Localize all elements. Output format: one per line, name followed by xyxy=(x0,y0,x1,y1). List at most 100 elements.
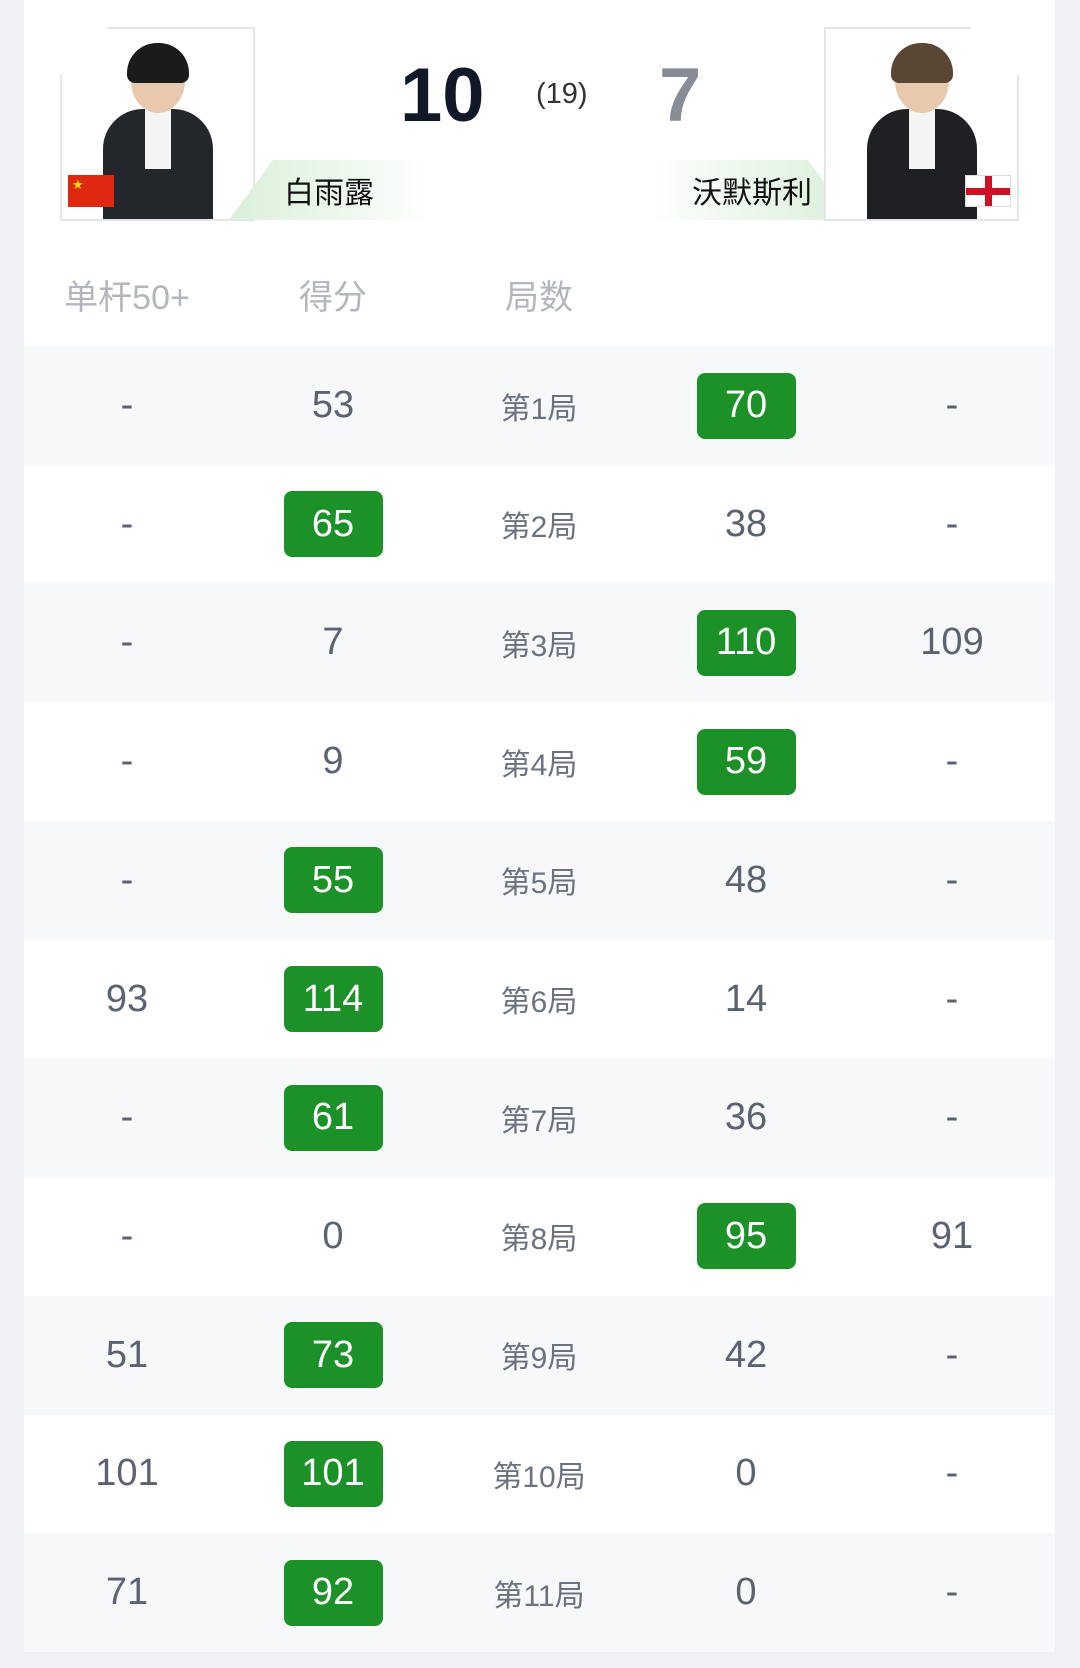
player2-name[interactable]: 沃默斯利 xyxy=(652,160,852,220)
table-row[interactable]: - 65 第2局 38 - xyxy=(24,465,1055,584)
winner-score-badge: 59 xyxy=(696,728,796,795)
frame-label: 第2局 xyxy=(459,465,619,584)
p2-score: 0 xyxy=(666,1414,826,1533)
winner-score-badge: 65 xyxy=(283,491,383,558)
p2-score: 48 xyxy=(666,821,826,940)
table-row[interactable]: - 53 第1局 70 - xyxy=(24,346,1055,465)
p2-break: - xyxy=(872,1296,1032,1415)
frame-label-value: 第7局 xyxy=(500,1104,578,1138)
p2-break: 109 xyxy=(872,583,1032,702)
p2-break: - xyxy=(872,1414,1032,1533)
frame-label-value: 第10局 xyxy=(492,1460,586,1494)
p1-break-value: 71 xyxy=(105,1571,149,1613)
player1-score: 10 xyxy=(400,53,485,138)
winner-score-badge: 55 xyxy=(283,847,383,914)
p2-score-value: 0 xyxy=(735,1452,757,1495)
player2-photo[interactable] xyxy=(824,27,1019,221)
player2-score: 7 xyxy=(659,53,702,138)
table-row[interactable]: 51 73 第9局 42 - xyxy=(24,1295,1055,1415)
p1-break: - xyxy=(47,465,207,584)
p2-break-value: - xyxy=(945,1333,959,1376)
winner-score-badge: 95 xyxy=(696,1203,796,1270)
p1-break-value: 101 xyxy=(95,1452,159,1495)
p1-score: 61 xyxy=(253,1058,413,1177)
frame-label-value: 第5局 xyxy=(500,867,578,901)
frame-label-value: 第3局 xyxy=(500,629,578,663)
table-row[interactable]: - 55 第5局 48 - xyxy=(24,820,1055,940)
p2-break-value: - xyxy=(945,384,959,426)
p1-break: - xyxy=(47,583,207,702)
china-flag-icon: ★ xyxy=(68,175,114,207)
p1-score: 0 xyxy=(253,1177,413,1296)
header-frame: 局数 xyxy=(505,279,573,317)
frame-label: 第11局 xyxy=(459,1533,619,1652)
winner-score-badge: 70 xyxy=(696,372,796,439)
england-flag-icon xyxy=(965,175,1011,207)
table-row[interactable]: - 61 第7局 36 - xyxy=(24,1058,1055,1178)
frame-label: 第10局 xyxy=(459,1414,619,1533)
p1-score: 9 xyxy=(253,702,413,821)
table-row[interactable]: - 0 第8局 95 91 xyxy=(24,1177,1055,1296)
best-of: (19) xyxy=(536,78,588,110)
p1-break: - xyxy=(47,1058,207,1177)
frame-label-value: 第2局 xyxy=(500,511,578,545)
p1-score: 73 xyxy=(253,1296,413,1415)
frame-label: 第6局 xyxy=(459,940,619,1059)
p2-score-value: 48 xyxy=(724,858,768,901)
p1-break: 51 xyxy=(47,1296,207,1415)
p2-break: - xyxy=(872,346,1032,465)
p2-break: - xyxy=(872,1058,1032,1177)
table-row[interactable]: - 9 第4局 59 - xyxy=(24,702,1055,821)
p1-score: 114 xyxy=(253,940,413,1059)
player1-name[interactable]: 白雨露 xyxy=(229,160,429,220)
frame-label: 第8局 xyxy=(459,1177,619,1296)
p1-break-value: - xyxy=(120,740,134,783)
p1-score: 55 xyxy=(253,821,413,940)
p1-break-value: - xyxy=(120,502,134,545)
p2-break: - xyxy=(872,465,1032,584)
winner-score-badge: 61 xyxy=(283,1084,383,1151)
p2-score: 110 xyxy=(666,583,826,702)
p2-score: 42 xyxy=(666,1296,826,1415)
frame-label-value: 第1局 xyxy=(500,392,578,426)
p2-break-value: - xyxy=(945,1452,959,1495)
p2-score: 0 xyxy=(666,1533,826,1652)
p1-break-value: - xyxy=(120,621,134,664)
table-row[interactable]: 71 92 第11局 0 - xyxy=(24,1533,1055,1652)
p2-break-value: - xyxy=(945,858,959,901)
header-break: 单杆50+ xyxy=(64,279,190,317)
player1-photo[interactable]: ★ xyxy=(60,27,255,221)
frame-label-value: 第4局 xyxy=(500,748,578,782)
frame-label: 第9局 xyxy=(459,1296,619,1415)
table-row[interactable]: 93 114 第6局 14 - xyxy=(24,940,1055,1059)
frame-label: 第4局 xyxy=(459,702,619,821)
p1-break-value: - xyxy=(120,384,134,426)
frame-label-value: 第9局 xyxy=(500,1342,578,1376)
p1-break: 71 xyxy=(47,1533,207,1652)
winner-score-badge: 114 xyxy=(283,966,383,1032)
frame-label-value: 第6局 xyxy=(500,986,578,1019)
p1-break: - xyxy=(47,346,207,465)
p1-score-value: 7 xyxy=(322,621,344,664)
p2-score: 95 xyxy=(666,1177,826,1296)
p1-score: 65 xyxy=(253,465,413,584)
p1-break: - xyxy=(47,702,207,821)
p2-score-value: 36 xyxy=(724,1096,768,1139)
p1-break-value: - xyxy=(120,1214,134,1257)
p2-break-value: - xyxy=(945,502,959,545)
table-row[interactable]: 101 101 第10局 0 - xyxy=(24,1414,1055,1533)
frame-label: 第3局 xyxy=(459,583,619,702)
table-row[interactable]: - 7 第3局 110 109 xyxy=(24,583,1055,703)
p2-score: 38 xyxy=(666,465,826,584)
p2-break: - xyxy=(872,940,1032,1059)
p2-score: 59 xyxy=(666,702,826,821)
p2-break: - xyxy=(872,1533,1032,1652)
frame-label: 第1局 xyxy=(459,346,619,465)
p2-break-value: - xyxy=(945,740,959,783)
p2-break-value: - xyxy=(945,977,959,1020)
frame-label: 第5局 xyxy=(459,821,619,940)
player1-avatar xyxy=(102,39,213,219)
p2-score-value: 38 xyxy=(724,502,768,545)
p1-score: 53 xyxy=(253,346,413,465)
winner-score-badge: 73 xyxy=(283,1322,383,1389)
